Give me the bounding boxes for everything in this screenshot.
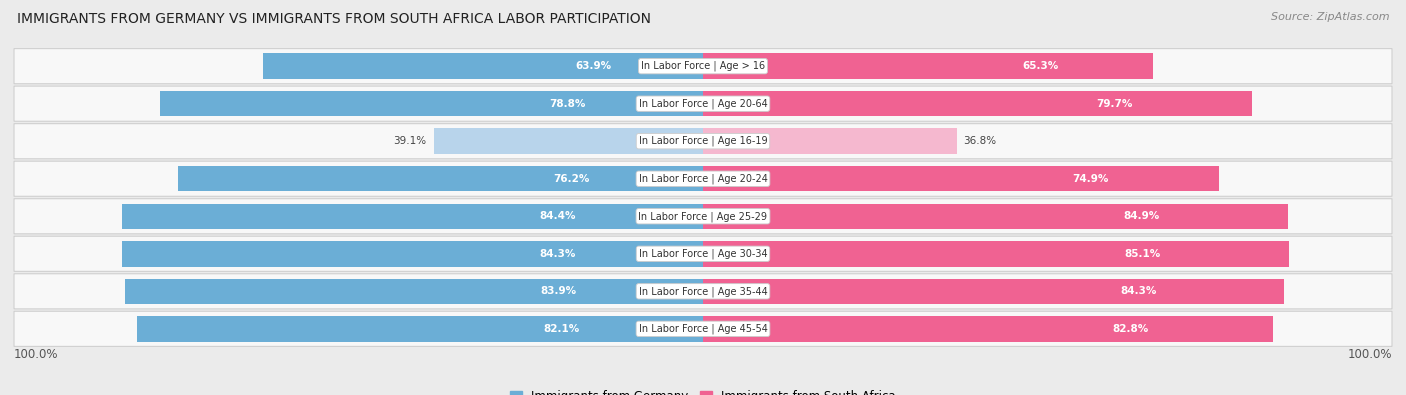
- Text: 82.1%: 82.1%: [544, 324, 579, 334]
- Text: Source: ZipAtlas.com: Source: ZipAtlas.com: [1271, 12, 1389, 22]
- Bar: [703, 53, 1153, 79]
- Bar: [160, 91, 703, 117]
- Text: In Labor Force | Age > 16: In Labor Force | Age > 16: [641, 61, 765, 71]
- Text: 78.8%: 78.8%: [550, 99, 585, 109]
- Text: In Labor Force | Age 20-64: In Labor Force | Age 20-64: [638, 98, 768, 109]
- Bar: [703, 316, 1274, 342]
- Text: 76.2%: 76.2%: [554, 174, 591, 184]
- FancyBboxPatch shape: [14, 161, 1392, 196]
- Text: 83.9%: 83.9%: [540, 286, 576, 296]
- FancyBboxPatch shape: [14, 236, 1392, 271]
- Text: In Labor Force | Age 20-24: In Labor Force | Age 20-24: [638, 173, 768, 184]
- Text: In Labor Force | Age 16-19: In Labor Force | Age 16-19: [638, 136, 768, 147]
- Text: 84.4%: 84.4%: [540, 211, 576, 221]
- Bar: [703, 278, 1284, 304]
- Text: 84.9%: 84.9%: [1123, 211, 1160, 221]
- Bar: [703, 91, 1253, 117]
- Text: In Labor Force | Age 30-34: In Labor Force | Age 30-34: [638, 248, 768, 259]
- Text: In Labor Force | Age 45-54: In Labor Force | Age 45-54: [638, 324, 768, 334]
- Bar: [121, 203, 703, 229]
- Bar: [179, 166, 703, 192]
- FancyBboxPatch shape: [14, 311, 1392, 346]
- Text: 84.3%: 84.3%: [1121, 286, 1157, 296]
- Legend: Immigrants from Germany, Immigrants from South Africa: Immigrants from Germany, Immigrants from…: [505, 385, 901, 395]
- Text: 63.9%: 63.9%: [575, 61, 612, 71]
- Text: 79.7%: 79.7%: [1097, 99, 1133, 109]
- Text: 74.9%: 74.9%: [1071, 174, 1108, 184]
- Text: 65.3%: 65.3%: [1022, 61, 1059, 71]
- FancyBboxPatch shape: [14, 49, 1392, 84]
- Bar: [125, 278, 703, 304]
- Bar: [122, 241, 703, 267]
- Text: In Labor Force | Age 25-29: In Labor Force | Age 25-29: [638, 211, 768, 222]
- Bar: [703, 166, 1219, 192]
- Text: 100.0%: 100.0%: [14, 348, 59, 361]
- Text: IMMIGRANTS FROM GERMANY VS IMMIGRANTS FROM SOUTH AFRICA LABOR PARTICIPATION: IMMIGRANTS FROM GERMANY VS IMMIGRANTS FR…: [17, 12, 651, 26]
- Text: In Labor Force | Age 35-44: In Labor Force | Age 35-44: [638, 286, 768, 297]
- Bar: [138, 316, 703, 342]
- Text: 82.8%: 82.8%: [1112, 324, 1149, 334]
- Bar: [703, 241, 1289, 267]
- Text: 39.1%: 39.1%: [394, 136, 427, 146]
- FancyBboxPatch shape: [14, 274, 1392, 309]
- FancyBboxPatch shape: [14, 124, 1392, 159]
- FancyBboxPatch shape: [14, 86, 1392, 121]
- Bar: [263, 53, 703, 79]
- Text: 100.0%: 100.0%: [1347, 348, 1392, 361]
- Bar: [703, 203, 1288, 229]
- Bar: [703, 128, 956, 154]
- Text: 84.3%: 84.3%: [540, 249, 576, 259]
- Text: 36.8%: 36.8%: [963, 136, 997, 146]
- FancyBboxPatch shape: [14, 199, 1392, 234]
- Text: 85.1%: 85.1%: [1125, 249, 1161, 259]
- Bar: [433, 128, 703, 154]
